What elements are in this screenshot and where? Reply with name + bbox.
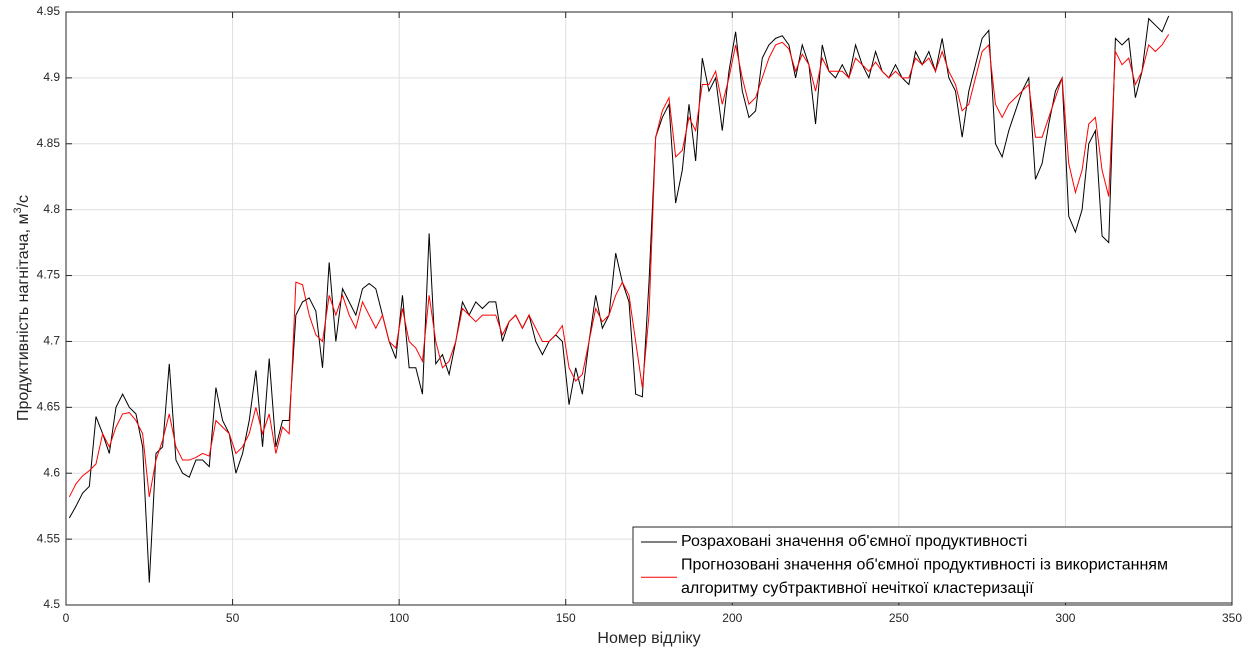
legend-label: Розраховані значення об'ємної продуктивн… (681, 533, 1027, 550)
y-label-main: Продуктивність нагнітача, м (15, 214, 32, 422)
y-label-sup: 3 (12, 207, 24, 213)
y-tick-label: 4.6 (43, 465, 60, 479)
y-label-after: /с (15, 195, 32, 207)
x-tick-label: 0 (63, 611, 70, 625)
y-tick-label: 4.85 (37, 136, 61, 150)
y-tick-label: 4.5 (43, 597, 60, 611)
legend-label: Прогнозовані значення об'ємної продуктив… (681, 557, 1168, 574)
y-tick-label: 4.9 (43, 70, 60, 84)
x-tick-label: 350 (1222, 611, 1242, 625)
x-tick-label: 200 (722, 611, 742, 625)
plot-frame (65, 11, 1233, 606)
y-tick-label: 4.75 (37, 268, 61, 282)
y-tick-label: 4.55 (37, 531, 61, 545)
x-tick-label: 100 (389, 611, 409, 625)
y-axis-label: Продуктивність нагнітача, м3/с (12, 195, 32, 421)
legend-box (632, 526, 1233, 604)
x-tick-label: 150 (556, 611, 576, 625)
x-axis-label: Номер відліку (597, 630, 700, 647)
series-line (68, 34, 1170, 498)
y-tick-label: 4.8 (43, 202, 60, 216)
x-tick-label: 250 (889, 611, 909, 625)
x-tick-label: 300 (1055, 611, 1075, 625)
x-tick-label: 50 (226, 611, 240, 625)
y-tick-label: 4.7 (43, 334, 60, 348)
y-tick-label: 4.65 (37, 400, 61, 414)
legend-label: алгоритму субтрактивної нечіткої кластер… (681, 580, 1034, 597)
y-tick-label: 4.95 (37, 4, 61, 18)
series-line (68, 15, 1170, 583)
